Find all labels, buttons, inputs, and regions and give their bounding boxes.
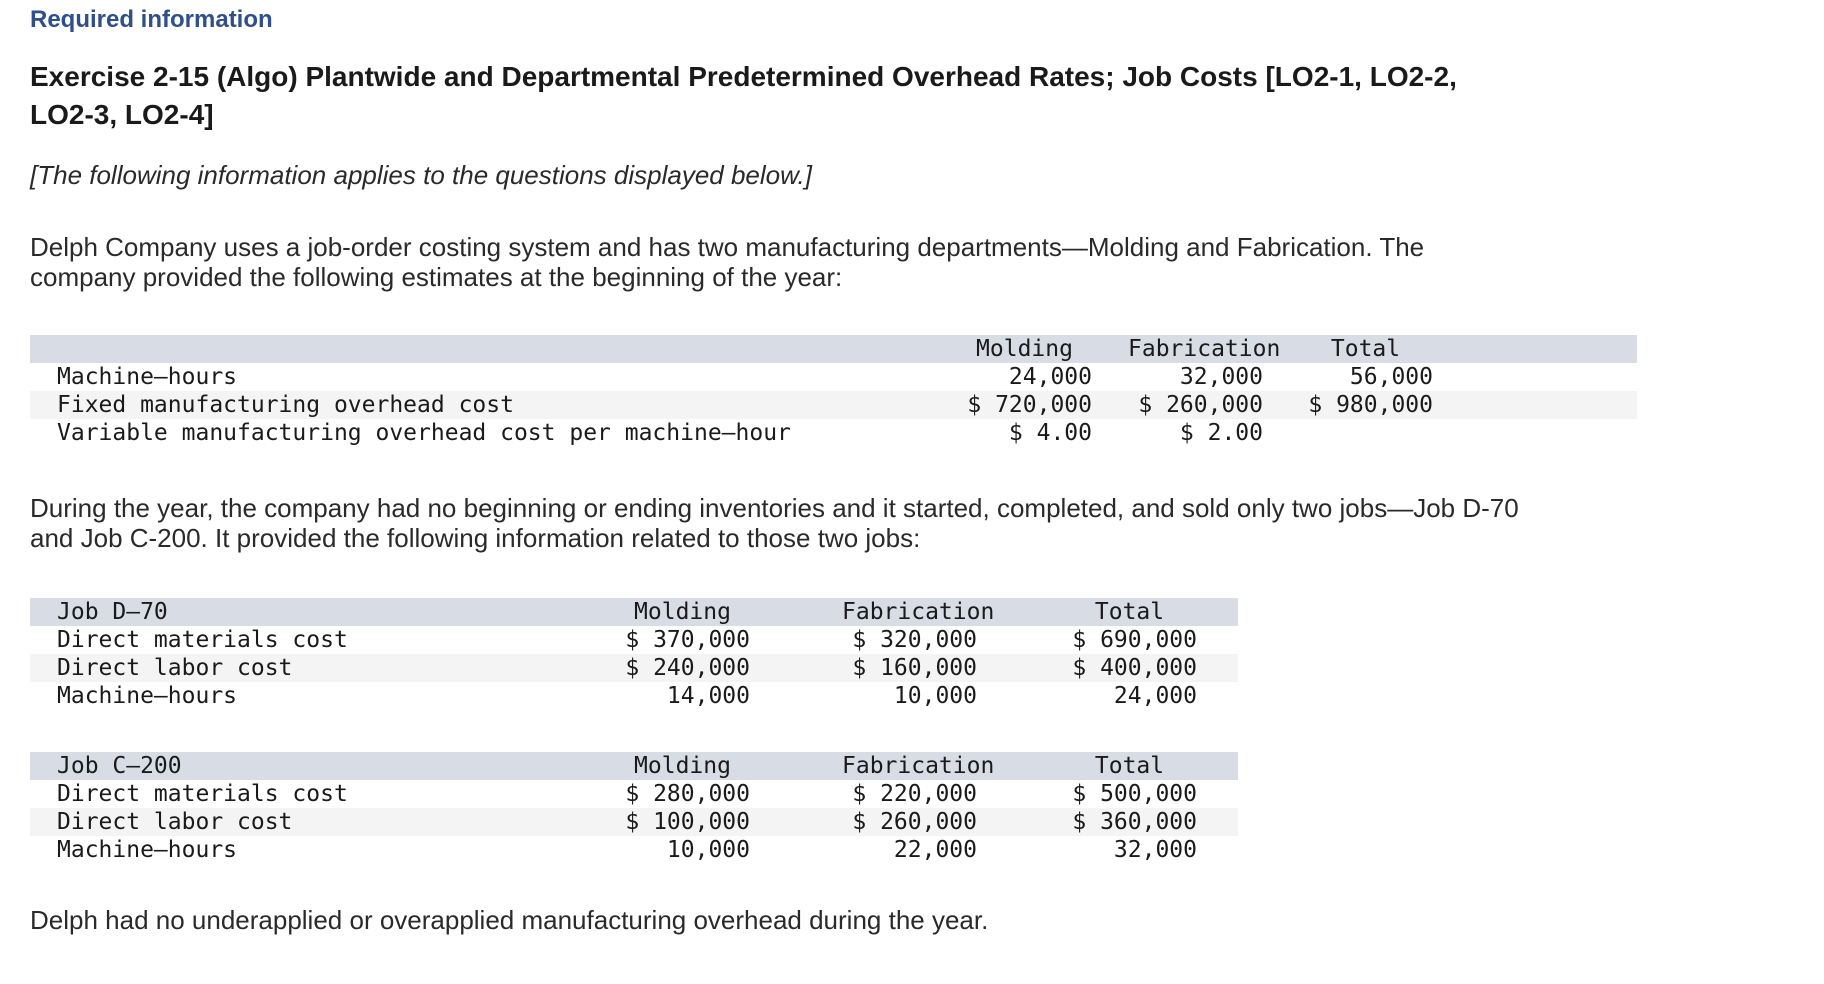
cell-molding: $ 240,000: [625, 655, 750, 681]
cell-total: 32,000: [1113, 837, 1197, 863]
job-d70-header-molding: Molding: [634, 599, 731, 625]
job-d70-header-row: Job D–70 Molding Fabrication Total: [30, 598, 1238, 626]
applies-note: [The following information applies to th…: [30, 160, 812, 190]
cell-fabrication: 32,000: [1179, 364, 1263, 390]
row-label: Machine–hours: [57, 364, 238, 390]
cell-molding: $ 4.00: [1008, 420, 1092, 446]
cell-fabrication: $ 260,000: [1138, 392, 1263, 418]
table-row: Direct materials cost $ 280,000 $ 220,00…: [30, 780, 1238, 808]
estimates-header-molding: Molding: [976, 336, 1073, 362]
row-label: Machine–hours: [57, 683, 238, 709]
row-label: Direct materials cost: [57, 781, 348, 807]
table-row: Fixed manufacturing overhead cost $ 720,…: [30, 391, 1637, 419]
cell-molding: 24,000: [1008, 364, 1092, 390]
job-c200-table: Job C–200 Molding Fabrication Total Dire…: [30, 752, 1824, 864]
row-label: Direct labor cost: [57, 655, 293, 681]
table-row: Direct labor cost $ 240,000 $ 160,000 $ …: [30, 654, 1238, 682]
estimates-table: Molding Fabrication Total Machine–hours …: [30, 335, 1824, 447]
jobs-paragraph: During the year, the company had no begi…: [30, 493, 1519, 553]
row-label: Direct labor cost: [57, 809, 293, 835]
exercise-page: Required information Exercise 2-15 (Algo…: [30, 6, 1824, 935]
row-label: Direct materials cost: [57, 627, 348, 653]
cell-total: 24,000: [1113, 683, 1197, 709]
cell-fabrication: $ 220,000: [852, 781, 977, 807]
intro-paragraph: Delph Company uses a job-order costing s…: [30, 232, 1425, 292]
table-row: Machine–hours 24,000 32,000 56,000: [30, 363, 1637, 391]
row-label: Machine–hours: [57, 837, 238, 863]
cell-molding: $ 720,000: [967, 392, 1092, 418]
cell-fabrication: 22,000: [893, 837, 977, 863]
estimates-header-total: Total: [1330, 336, 1401, 362]
cell-molding: $ 370,000: [625, 627, 750, 653]
job-d70-header-total: Total: [1094, 599, 1165, 625]
cell-total: $ 360,000: [1072, 809, 1197, 835]
cell-fabrication: $ 160,000: [852, 655, 977, 681]
job-d70-table: Job D–70 Molding Fabrication Total Direc…: [30, 598, 1824, 710]
job-d70-title-cell: Job D–70: [57, 599, 168, 625]
cell-fabrication: 10,000: [893, 683, 977, 709]
cell-fabrication: $ 2.00: [1179, 420, 1263, 446]
job-c200-header-row: Job C–200 Molding Fabrication Total: [30, 752, 1238, 780]
table-row: Direct materials cost $ 370,000 $ 320,00…: [30, 626, 1238, 654]
row-label: Variable manufacturing overhead cost per…: [57, 420, 791, 446]
cell-molding: $ 100,000: [625, 809, 750, 835]
cell-molding: 14,000: [666, 683, 750, 709]
job-c200-header-fabrication: Fabrication: [842, 753, 995, 779]
estimates-table-header-row: Molding Fabrication Total: [30, 335, 1637, 363]
closing-paragraph: Delph had no underapplied or overapplied…: [30, 905, 989, 935]
cell-fabrication: $ 320,000: [852, 627, 977, 653]
required-information-label: Required information: [30, 6, 273, 33]
job-d70-header-fabrication: Fabrication: [842, 599, 995, 625]
cell-fabrication: $ 260,000: [852, 809, 977, 835]
estimates-header-fabrication: Fabrication: [1128, 336, 1281, 362]
table-row: Machine–hours 10,000 22,000 32,000: [30, 836, 1238, 864]
cell-total: $ 500,000: [1072, 781, 1197, 807]
cell-molding: 10,000: [666, 837, 750, 863]
row-label: Fixed manufacturing overhead cost: [57, 392, 514, 418]
job-c200-header-total: Total: [1094, 753, 1165, 779]
exercise-title: Exercise 2-15 (Algo) Plantwide and Depar…: [30, 61, 1457, 130]
job-c200-title-cell: Job C–200: [57, 753, 182, 779]
table-row: Direct labor cost $ 100,000 $ 260,000 $ …: [30, 808, 1238, 836]
job-c200-header-molding: Molding: [634, 753, 731, 779]
cell-total: $ 690,000: [1072, 627, 1197, 653]
cell-total: $ 400,000: [1072, 655, 1197, 681]
table-row: Machine–hours 14,000 10,000 24,000: [30, 682, 1238, 710]
cell-total: $ 980,000: [1308, 392, 1433, 418]
table-row: Variable manufacturing overhead cost per…: [30, 419, 1637, 447]
cell-total: 56,000: [1349, 364, 1433, 390]
cell-molding: $ 280,000: [625, 781, 750, 807]
